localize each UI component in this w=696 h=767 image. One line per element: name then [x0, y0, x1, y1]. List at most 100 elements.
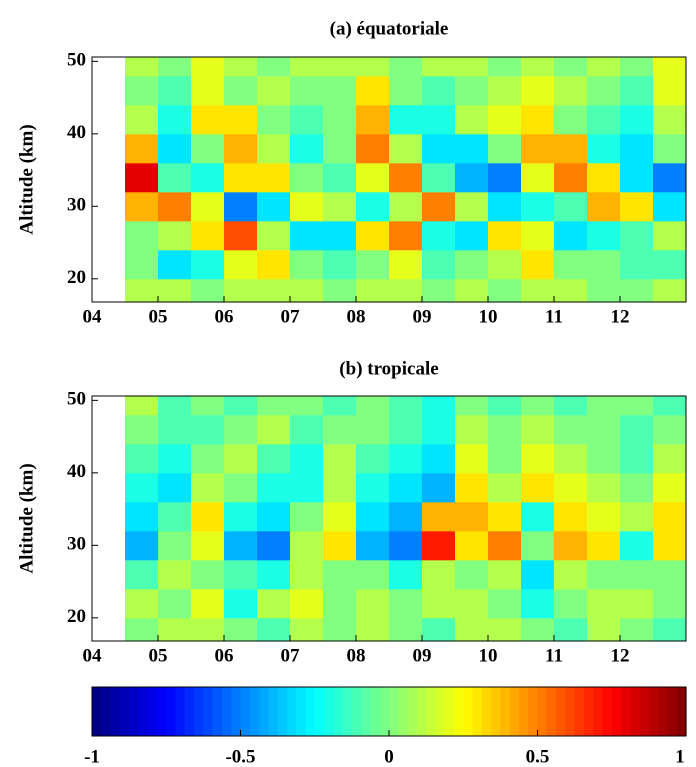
colorbar-swatch [296, 687, 307, 736]
cell [389, 57, 423, 77]
colorbar-swatch [630, 687, 641, 736]
cell [422, 249, 456, 280]
heatmap [125, 57, 686, 302]
cell [620, 191, 654, 222]
colorbar-swatch [194, 687, 204, 736]
colorbar-swatch [138, 687, 149, 736]
cell [224, 278, 258, 302]
cell [521, 559, 555, 590]
cell [125, 191, 159, 222]
cell [488, 588, 522, 619]
colorbar-swatch [500, 687, 511, 736]
heatmap [125, 396, 686, 641]
colorbar-swatch [342, 687, 353, 736]
colorbar-swatch [305, 687, 316, 736]
cell [257, 414, 291, 445]
cell [488, 443, 522, 474]
cell [422, 617, 456, 641]
cell [224, 530, 258, 561]
cell [587, 75, 621, 106]
cell [224, 191, 258, 222]
cell [653, 220, 686, 251]
cell [653, 191, 686, 222]
cell [158, 75, 192, 106]
cell [488, 57, 522, 77]
cell [620, 530, 654, 561]
cell [389, 220, 423, 251]
cell [389, 75, 423, 106]
cell [653, 57, 686, 77]
cell [455, 414, 489, 445]
cell [323, 396, 357, 416]
cell [554, 414, 588, 445]
cell [290, 75, 324, 106]
cell [488, 530, 522, 561]
cell [158, 530, 192, 561]
x-tick-label: 04 [83, 645, 103, 666]
cell [158, 249, 192, 280]
colorbar-swatch [537, 687, 548, 736]
cell [521, 191, 555, 222]
cell [224, 75, 258, 106]
cell [356, 617, 390, 641]
cell [521, 220, 555, 251]
cell [455, 57, 489, 77]
cell [554, 104, 588, 135]
cell [290, 559, 324, 590]
cell [422, 75, 456, 106]
cell [191, 396, 225, 416]
cell [422, 278, 456, 302]
cell [587, 249, 621, 280]
cell [521, 162, 555, 193]
cell [191, 472, 225, 503]
cell [356, 588, 390, 619]
cell [158, 396, 192, 416]
cell [653, 501, 686, 532]
cell [191, 278, 225, 302]
cell [554, 501, 588, 532]
cell [323, 443, 357, 474]
cell [290, 249, 324, 280]
cell [356, 57, 390, 77]
cell [125, 501, 159, 532]
colorbar-swatch [129, 687, 140, 736]
cell [125, 133, 159, 164]
colorbar-swatch [101, 687, 112, 736]
colorbar-swatch [324, 687, 334, 736]
colorbar-swatch [370, 687, 381, 736]
cell [488, 162, 522, 193]
cell [455, 104, 489, 135]
colorbar-swatch [240, 687, 251, 736]
colorbar-swatch [407, 687, 418, 736]
cell [653, 278, 686, 302]
cell [224, 57, 258, 77]
cell [290, 617, 324, 641]
cell [125, 414, 159, 445]
colorbar-swatch [203, 687, 214, 736]
cell [653, 162, 686, 193]
cell [620, 278, 654, 302]
cell [257, 133, 291, 164]
cell [488, 501, 522, 532]
cell [554, 191, 588, 222]
cell [455, 396, 489, 416]
cell [521, 443, 555, 474]
colorbar-swatch [621, 687, 631, 736]
cell [356, 133, 390, 164]
cell [125, 559, 159, 590]
cell [587, 588, 621, 619]
cell [554, 57, 588, 77]
colorbar-swatch [583, 687, 594, 736]
cell [422, 220, 456, 251]
cell [488, 559, 522, 590]
cell [125, 396, 159, 416]
y-tick-label: 50 [67, 50, 86, 71]
x-tick-label: 06 [215, 306, 234, 327]
cell [290, 104, 324, 135]
cell [521, 396, 555, 416]
cell [125, 530, 159, 561]
cell [488, 133, 522, 164]
cell [653, 249, 686, 280]
cell [290, 588, 324, 619]
cell [191, 133, 225, 164]
